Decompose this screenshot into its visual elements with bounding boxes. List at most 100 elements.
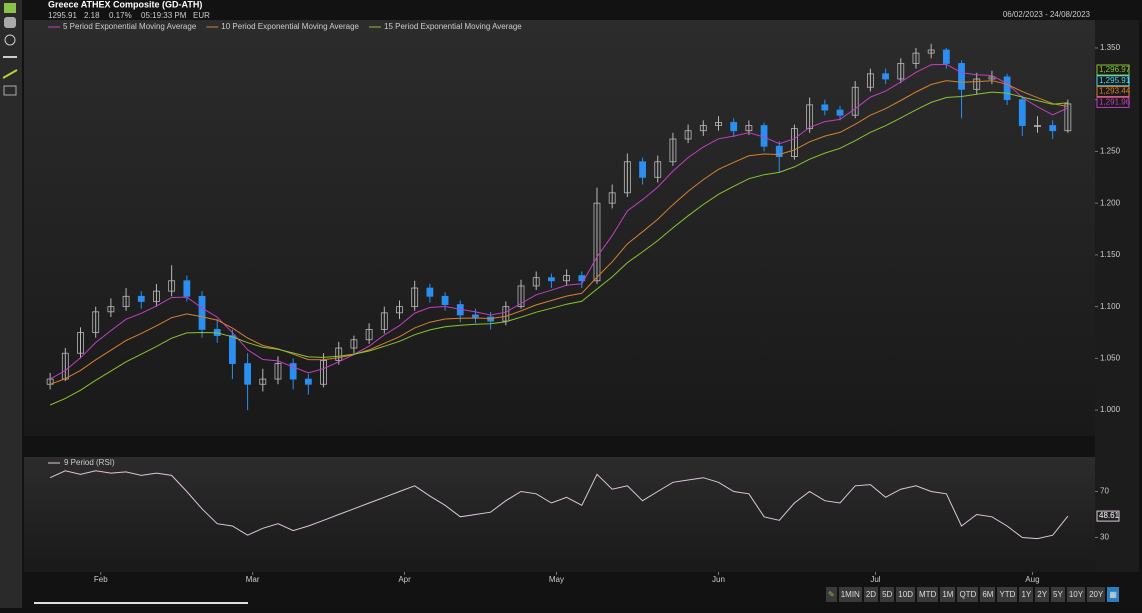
candle-body [623,161,631,194]
period-button[interactable]: 6M [980,587,996,602]
candle-body [806,104,814,130]
y-tick-label: 1.000 [1100,405,1121,414]
candle-body [760,125,768,147]
scrollbar[interactable] [34,602,248,604]
period-button[interactable]: 5D [880,587,895,602]
candle-body [472,314,479,318]
candle-body [502,306,510,322]
change-pct: 0.17% [109,11,132,20]
x-tick-label: Aug [1025,575,1039,584]
legend-label: 9 Period (RSI) [64,458,115,467]
candle-body [304,378,312,385]
period-button[interactable]: 1Y [1019,587,1034,602]
x-tick-label: Jul [870,575,880,584]
period-button[interactable]: 20Y [1087,587,1106,602]
candle-body [867,73,874,88]
candle-body [1064,103,1072,132]
tool-icon[interactable] [3,85,17,96]
candle-body [548,277,555,282]
candle-body [168,280,176,292]
candle-body [730,122,738,132]
tool-icon[interactable] [4,34,16,46]
y-tick-label: 1.350 [1100,43,1121,52]
rsi-line [49,470,1069,540]
candle-body [183,280,191,297]
candle-body [775,145,783,157]
last-value-label: 1,293.44 [1099,87,1131,96]
rsi-pane [24,457,1095,572]
candle-body [942,49,950,64]
candle-body [411,287,419,308]
candle-body [973,78,981,90]
y-tick-label: 1.250 [1100,147,1121,156]
candle-body [441,295,449,305]
candle-body [1003,76,1011,101]
x-tick-label: Jun [712,575,725,584]
period-button[interactable]: 10D [896,587,915,602]
last-value-label: 48.61 [1099,511,1120,520]
candle-body [532,277,540,287]
last-value-label: 1,295.91 [1099,76,1131,85]
last-value-box [1096,86,1130,98]
candle-body [350,339,358,349]
change: 2.18 [84,11,100,20]
candle-body [669,138,677,163]
ema-line [49,63,1069,380]
rsi-tick-label: 30 [1100,533,1109,542]
last-value-box [1096,75,1130,87]
tool-icon[interactable] [2,69,18,79]
candle-body [593,202,601,282]
candle-body [77,332,84,354]
ema-line [49,91,1068,406]
legend-label: 15 Period Exponential Moving Average [384,22,522,31]
candle-body [1034,125,1041,127]
period-button[interactable]: 5Y [1051,587,1065,602]
candle-body [912,52,920,64]
candle-body [791,128,798,157]
candle-body [988,76,996,80]
toolbar [0,0,22,608]
candle-body [380,312,388,330]
period-button[interactable]: YTD [997,587,1018,602]
title: Greece ATHEX Composite (GD-ATH) [48,0,202,9]
tool-icon[interactable] [4,3,16,13]
tool-icon[interactable] [4,17,16,28]
candle-body [517,285,525,308]
candle-body [229,335,236,364]
candle-body [259,378,267,385]
candle-body [821,104,829,111]
candle-body [1018,99,1026,126]
candle-body [836,109,844,116]
period-button[interactable]: 1M [940,587,956,602]
period-button[interactable]: 2D [863,587,879,602]
tool-icon[interactable] [3,56,17,58]
date-range: 06/02/2023 - 24/08/2023 [1003,10,1091,19]
candle-body [198,295,206,330]
candle-body [699,125,707,132]
candle-body [851,86,859,116]
candle-body [927,49,935,54]
period-button[interactable]: ▦ [1107,587,1119,602]
y-tick-label: 1.200 [1100,198,1121,207]
candle-body [122,295,130,308]
x-tick-label: Apr [398,575,411,584]
period-button[interactable]: ✎ [826,587,837,602]
period-button[interactable]: 2Y [1035,587,1050,602]
candle-body [92,311,100,333]
value-axis [1095,20,1139,572]
y-tick-label: 1.100 [1100,302,1121,311]
y-tick-label: 1.150 [1100,250,1121,259]
legend-label: 5 Period Exponential Moving Average [63,22,197,31]
period-button[interactable]: 1MIN [838,587,862,602]
last-value-label: 1,296.97 [1099,65,1131,74]
time: 05:19:33 PM [141,11,187,20]
candle-body [487,316,495,322]
currency: EUR [193,11,210,20]
price-pane [24,20,1095,436]
last-value-box [1096,96,1130,108]
period-button[interactable]: QTD [957,587,979,602]
period-button[interactable]: 10Y [1066,587,1086,602]
period-button[interactable]: MTD [916,587,939,602]
